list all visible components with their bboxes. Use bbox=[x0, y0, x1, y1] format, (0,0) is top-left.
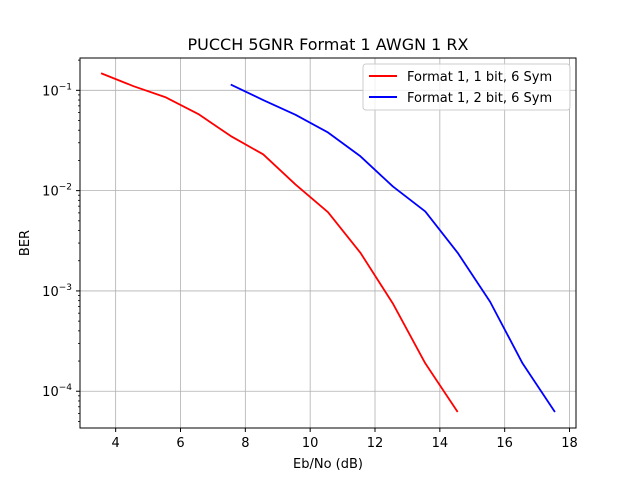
legend-label-series-1: Format 1, 1 bit, 6 Sym bbox=[407, 70, 552, 85]
x-tick-label: 16 bbox=[496, 436, 513, 451]
x-tick-label: 10 bbox=[302, 436, 319, 451]
x-tick-label: 18 bbox=[561, 436, 578, 451]
x-tick-label: 4 bbox=[112, 436, 120, 451]
x-tick-label: 8 bbox=[241, 436, 249, 451]
plot-frame bbox=[79, 57, 577, 429]
y-tick-label: 10−1 bbox=[42, 82, 72, 99]
series-line-1 bbox=[100, 72, 459, 413]
tick-layer: 4 6 8 10 12 14 16 18 10−1 10−2 10−3 10−4 bbox=[42, 59, 578, 451]
chart-title: PUCCH 5GNR Format 1 AWGN 1 RX bbox=[188, 35, 469, 54]
legend-label-series-2: Format 1, 2 bit, 6 Sym bbox=[407, 91, 552, 106]
x-axis-label: Eb/No (dB) bbox=[293, 457, 363, 472]
x-tick-label: 6 bbox=[176, 436, 184, 451]
grid-layer bbox=[80, 58, 576, 428]
legend: Format 1, 1 bit, 6 Sym Format 1, 2 bit, … bbox=[362, 63, 571, 111]
series-layer bbox=[100, 72, 556, 413]
y-tick-label: 10−2 bbox=[42, 183, 72, 200]
y-tick-label: 10−3 bbox=[42, 283, 72, 300]
y-tick-label: 10−4 bbox=[42, 383, 72, 400]
x-tick-label: 14 bbox=[432, 436, 449, 451]
x-tick-label: 12 bbox=[367, 436, 384, 451]
y-axis-label: BER bbox=[18, 230, 33, 256]
legend-box bbox=[362, 63, 571, 111]
series-line-2 bbox=[230, 83, 556, 413]
